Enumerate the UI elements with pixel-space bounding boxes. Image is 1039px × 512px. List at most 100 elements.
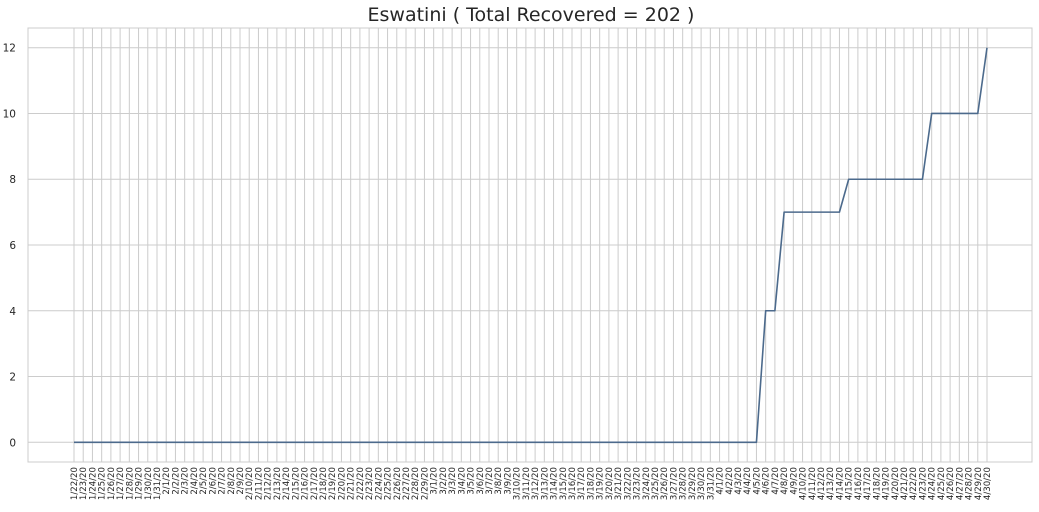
x-tick-label: 2/24/20	[374, 467, 384, 500]
x-tick-label: 4/21/20	[900, 467, 910, 500]
y-tick-label: 2	[9, 372, 16, 384]
x-tick-label: 3/1/20	[430, 467, 440, 495]
x-tick-label: 3/2/20	[439, 467, 449, 495]
x-tick-label: 4/1/20	[716, 467, 726, 495]
x-tick-label: 2/13/20	[273, 467, 283, 500]
x-tick-label: 3/23/20	[633, 467, 643, 500]
x-tick-label: 2/11/20	[254, 467, 264, 500]
x-tick-label: 2/22/20	[356, 467, 366, 500]
x-tick-label: 3/14/20	[550, 467, 560, 500]
grid-lines	[28, 28, 1032, 462]
plot-frame	[27, 27, 1033, 463]
x-tick-label: 4/13/20	[826, 467, 836, 500]
x-tick-label: 1/30/20	[144, 467, 154, 500]
chart-title: Eswatini ( Total Recovered = 202 )	[368, 4, 695, 26]
x-tick-label: 2/25/20	[384, 467, 394, 500]
x-tick-label: 3/10/20	[513, 467, 523, 500]
x-tick-label: 4/16/20	[854, 467, 864, 500]
x-tick-label: 2/18/20	[319, 467, 329, 500]
x-tick-label: 4/22/20	[909, 467, 919, 500]
x-tick-label: 4/10/20	[799, 467, 809, 500]
x-tick-label: 3/9/20	[503, 467, 513, 495]
x-tick-label: 3/13/20	[540, 467, 550, 500]
x-tick-label: 4/15/20	[845, 467, 855, 500]
x-tick-label: 2/6/20	[208, 467, 218, 495]
x-tick-label: 2/4/20	[190, 467, 200, 495]
x-tick-label: 2/28/20	[411, 467, 421, 500]
x-tick-label: 3/11/20	[522, 467, 532, 500]
x-tick-label: 3/16/20	[568, 467, 578, 500]
x-tick-label: 2/21/20	[347, 467, 357, 500]
x-tick-label: 1/29/20	[135, 467, 145, 500]
y-tick-label: 12	[3, 43, 16, 55]
x-tick-label: 1/25/20	[98, 467, 108, 500]
x-tick-label: 1/27/20	[116, 467, 126, 500]
x-tick-label: 3/28/20	[679, 467, 689, 500]
x-tick-label: 4/30/20	[983, 467, 993, 500]
x-tick-label: 4/19/20	[882, 467, 892, 500]
x-tick-label: 3/20/20	[605, 467, 615, 500]
y-tick-label: 8	[9, 174, 16, 186]
x-tick-label: 3/22/20	[623, 467, 633, 500]
x-tick-label: 4/18/20	[872, 467, 882, 500]
x-tick-label: 3/30/20	[697, 467, 707, 500]
x-tick-label: 3/4/20	[457, 467, 467, 495]
x-tick-label: 4/12/20	[817, 467, 827, 500]
x-tick-label: 3/6/20	[476, 467, 486, 495]
x-tick-label: 4/4/20	[743, 467, 753, 495]
x-tick-label: 3/7/20	[485, 467, 495, 495]
x-tick-label: 4/23/20	[918, 467, 928, 500]
series-layer	[74, 47, 988, 444]
x-tick-label: 1/31/20	[153, 467, 163, 500]
x-tick-label: 2/19/20	[328, 467, 338, 500]
x-tick-label: 4/5/20	[752, 467, 762, 495]
y-tick-label: 6	[9, 240, 16, 252]
x-tick-label: 2/7/20	[218, 467, 228, 495]
x-tick-label: 2/26/20	[393, 467, 403, 500]
x-tick-label: 3/31/20	[706, 467, 716, 500]
x-tick-label: 3/5/20	[467, 467, 477, 495]
x-tick-label: 4/25/20	[937, 467, 947, 500]
x-tick-label: 4/17/20	[863, 467, 873, 500]
x-tick-label: 4/9/20	[789, 467, 799, 495]
y-tick-label: 4	[9, 306, 16, 318]
x-tick-label: 1/22/20	[70, 467, 80, 500]
x-tick-label: 4/11/20	[808, 467, 818, 500]
y-tick-label: 10	[3, 108, 16, 120]
x-tick-label: 3/19/20	[596, 467, 606, 500]
x-tick-label: 4/3/20	[734, 467, 744, 495]
x-tick-label: 1/24/20	[88, 467, 98, 500]
x-tick-label: 4/14/20	[835, 467, 845, 500]
x-tick-label: 3/21/20	[614, 467, 624, 500]
x-tick-label: 2/20/20	[337, 467, 347, 500]
x-tick-label: 3/25/20	[651, 467, 661, 500]
x-tick-label: 3/27/20	[669, 467, 679, 500]
x-tick-label: 2/8/20	[227, 467, 237, 495]
x-tick-label: 3/17/20	[577, 467, 587, 500]
x-tick-label: 4/27/20	[955, 467, 965, 500]
x-tick-label: 2/2/20	[171, 467, 181, 495]
x-axis-ticks: 1/22/20 1/23/20 1/24/20 1/25/20 1/26/20 1/27/…	[70, 467, 993, 500]
x-tick-label: 4/29/20	[974, 467, 984, 500]
x-tick-label: 2/3/20	[181, 467, 191, 495]
x-tick-label: 2/17/20	[310, 467, 320, 500]
x-tick-label: 2/9/20	[236, 467, 246, 495]
x-tick-label: 3/12/20	[531, 467, 541, 500]
x-tick-label: 2/12/20	[264, 467, 274, 500]
x-tick-label: 3/3/20	[448, 467, 458, 495]
x-tick-label: 3/15/20	[559, 467, 569, 500]
y-axis-ticks: 0 2 4 6 8 10 12	[3, 43, 17, 450]
x-tick-label: 4/8/20	[780, 467, 790, 495]
x-tick-label: 2/29/20	[420, 467, 430, 500]
x-tick-label: 2/15/20	[291, 467, 301, 500]
x-tick-label: 3/29/20	[688, 467, 698, 500]
y-tick-label: 0	[9, 437, 16, 449]
x-tick-label: 4/28/20	[965, 467, 975, 500]
x-tick-label: 4/26/20	[946, 467, 956, 500]
x-tick-label: 4/2/20	[725, 467, 735, 495]
x-tick-label: 3/8/20	[494, 467, 504, 495]
x-tick-label: 2/27/20	[402, 467, 412, 500]
x-tick-label: 2/1/20	[162, 467, 172, 495]
